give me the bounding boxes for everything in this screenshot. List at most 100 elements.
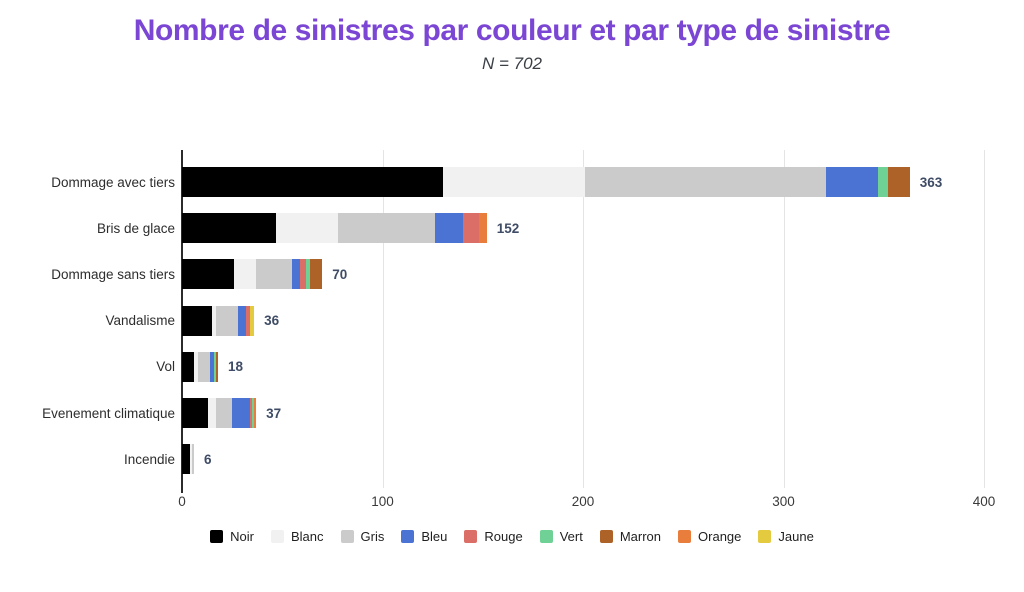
bar-segment-bleu	[292, 259, 301, 290]
bar-stack	[182, 259, 323, 290]
bar-segment-rouge	[462, 213, 479, 244]
bar-stack	[182, 444, 195, 475]
bar-row: 36	[182, 298, 984, 344]
bar-segment-noir	[182, 259, 235, 290]
legend-label: Rouge	[484, 529, 523, 544]
bar-total-label: 70	[332, 266, 348, 282]
legend-item-vert: Vert	[539, 529, 583, 544]
x-tick-label-200: 200	[571, 494, 595, 509]
legend-label: Blanc	[291, 529, 324, 544]
legend-label: Gris	[360, 529, 385, 544]
category-label: Dommage sans tiers	[51, 266, 175, 282]
bar-row: 152	[182, 205, 984, 251]
bar-segment-noir	[182, 398, 209, 429]
bar-segment-rouge	[300, 259, 307, 290]
bar-total-label: 36	[264, 313, 280, 329]
bar-row: 70	[182, 251, 984, 297]
category-label: Dommage avec tiers	[51, 174, 175, 190]
chart-subtitle: N = 702	[481, 54, 542, 73]
legend-swatch-jaune	[758, 530, 772, 543]
bar-segment-vert	[306, 259, 311, 290]
bar-segment-marron	[216, 351, 219, 382]
legend-item-noir: Noir	[210, 529, 254, 544]
category-label: Incendie	[123, 451, 175, 467]
bar-row: 363	[182, 159, 984, 205]
x-tick-label-100: 100	[371, 494, 394, 509]
bar-segment-blanc	[442, 167, 585, 198]
bar-row: 37	[182, 390, 984, 436]
legend-label: Bleu	[421, 529, 448, 544]
bar-segment-gris	[216, 305, 239, 336]
category-label: Vol	[156, 359, 175, 375]
legend-swatch-orange	[678, 530, 692, 543]
legend-label: Orange	[698, 529, 742, 544]
bar-segment-blanc	[276, 213, 339, 244]
bar-stack	[182, 305, 255, 336]
bar-total-label: 6	[204, 451, 212, 467]
legend-item-blanc: Blanc	[271, 529, 324, 544]
bar-total-label: 363	[919, 174, 943, 190]
gridline-100	[382, 150, 384, 488]
x-tick-label-300: 300	[772, 494, 795, 509]
legend-label: Noir	[230, 529, 254, 544]
legend-item-bleu: Bleu	[401, 529, 447, 544]
bar-segment-noir	[182, 305, 213, 336]
bar-segment-marron	[310, 259, 323, 290]
bar-total-label: 152	[496, 220, 520, 236]
bar-segment-blanc	[190, 444, 193, 475]
bar-segment-orange	[254, 398, 257, 429]
bar-segment-jaune	[250, 305, 255, 336]
legend-item-orange: Orange	[678, 529, 741, 544]
legend: Noir Blanc Gris Bleu Rouge Vert Marron Orange Ja…	[0, 529, 1024, 544]
legend-swatch-gris	[340, 530, 354, 543]
legend-item-marron: Marron	[599, 529, 662, 544]
legend-item-rouge: Rouge	[464, 529, 523, 544]
plot-rows: 363 152 70 36 18 37 6	[182, 159, 984, 482]
bar-stack	[182, 398, 257, 429]
legend-swatch-noir	[210, 530, 224, 543]
bar-segment-blanc	[234, 259, 257, 290]
bar-segment-blanc	[194, 351, 199, 382]
bar-stack	[182, 213, 487, 244]
bar-stack	[182, 167, 910, 198]
x-tick-label-0: 0	[178, 494, 186, 509]
bar-total-label: 37	[266, 405, 282, 421]
bar-segment-bleu	[210, 351, 215, 382]
legend-swatch-blanc	[271, 530, 284, 543]
x-tick-label-400: 400	[972, 494, 996, 509]
bar-row: 18	[182, 344, 984, 390]
category-label: Evenement climatique	[42, 405, 175, 421]
plot-area: 363 152 70 36 18 37 6	[181, 150, 985, 493]
chart-title: Nombre de sinistres par couleur et par t…	[133, 14, 891, 47]
gridline-400	[984, 150, 985, 488]
bar-segment-noir	[182, 444, 191, 475]
bar-segment-vert	[252, 398, 255, 429]
bar-segment-orange	[478, 213, 487, 244]
legend-item-gris: Gris	[340, 529, 385, 544]
bar-segment-rouge	[250, 398, 253, 429]
bar-segment-vert	[214, 351, 217, 382]
bar-segment-bleu	[232, 398, 251, 429]
bar-stack	[182, 351, 219, 382]
bar-row: 6	[182, 436, 984, 482]
bar-segment-gris	[216, 398, 233, 429]
bar-segment-marron	[887, 167, 910, 198]
y-axis-labels: Dommage avec tiers Bris de glace Dommage s…	[0, 159, 175, 482]
category-label: Vandalisme	[105, 313, 175, 329]
legend-label: Vert	[559, 529, 583, 544]
legend-label: Marron	[619, 529, 662, 544]
legend-item-jaune: Jaune	[758, 529, 814, 544]
bar-segment-blanc	[208, 398, 217, 429]
bar-segment-noir	[182, 351, 195, 382]
bar-segment-bleu	[434, 213, 463, 244]
category-label: Bris de glace	[96, 220, 175, 236]
bar-segment-bleu	[238, 305, 247, 336]
bar-segment-gris	[198, 351, 211, 382]
bar-segment-vert	[877, 167, 888, 198]
legend-swatch-vert	[539, 530, 553, 543]
bar-segment-rouge	[246, 305, 251, 336]
legend-swatch-rouge	[464, 530, 478, 543]
bar-segment-gris	[584, 167, 826, 198]
legend-swatch-bleu	[401, 530, 415, 543]
